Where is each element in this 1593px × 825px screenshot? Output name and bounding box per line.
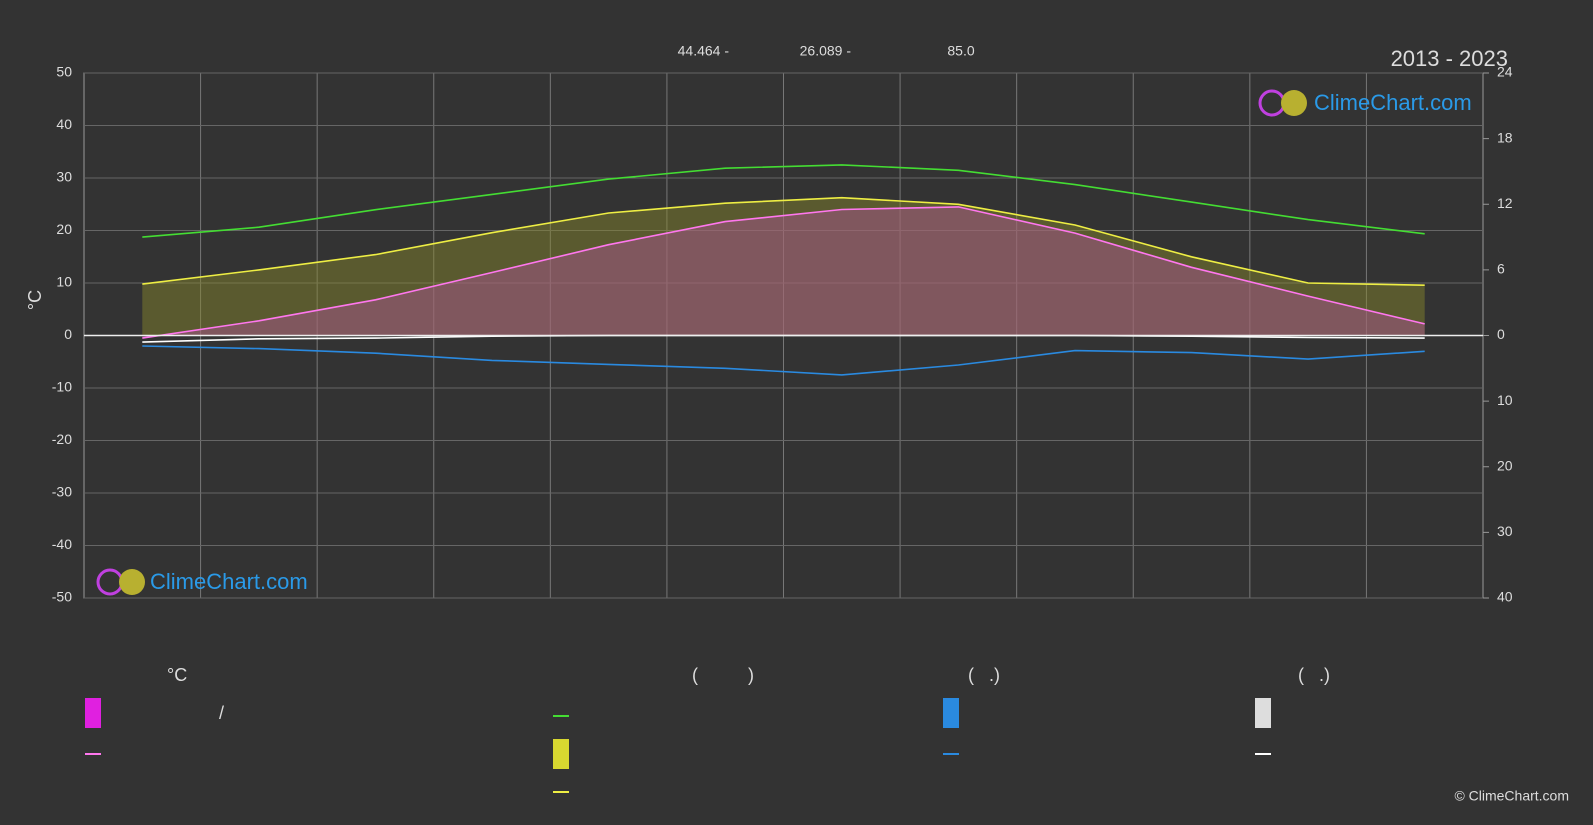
series-line xyxy=(142,206,1425,339)
y3-tick-label: 40 xyxy=(1497,589,1513,605)
y3-tick-label: 20 xyxy=(1497,457,1513,473)
y2-tick-label: 18 xyxy=(1497,129,1513,145)
series-line xyxy=(142,164,1425,238)
annotation: 26.089 - xyxy=(800,43,852,59)
legend-swatch xyxy=(943,698,959,728)
series-line xyxy=(142,196,1425,286)
y2-tick-label: 6 xyxy=(1497,261,1505,277)
y-axis-label: °C xyxy=(25,290,45,310)
y2-tick-label: 0 xyxy=(1497,326,1505,342)
y-tick-label: -50 xyxy=(52,589,72,605)
legend-heading: ( .) xyxy=(968,665,1000,685)
logo-sun xyxy=(1281,90,1307,116)
y3-tick-label: 30 xyxy=(1497,523,1513,539)
series-line xyxy=(142,345,1425,376)
legend-swatch xyxy=(553,739,569,769)
y-tick-label: 40 xyxy=(56,116,72,132)
legend-heading: ( ) xyxy=(692,665,754,685)
y-tick-label: 20 xyxy=(56,221,72,237)
legend-swatch xyxy=(85,698,101,728)
y-tick-label: 10 xyxy=(56,274,72,290)
legend-heading: °C xyxy=(167,665,187,685)
y-tick-label: -20 xyxy=(52,431,72,447)
y-tick-label: 0 xyxy=(64,326,72,342)
y-tick-label: -40 xyxy=(52,536,72,552)
legend-swatch xyxy=(1255,698,1271,728)
annotation: 44.464 - xyxy=(678,43,730,59)
annotation: 85.0 xyxy=(947,43,974,59)
legend-heading: ( .) xyxy=(1298,665,1330,685)
watermark: ClimeChart.com xyxy=(1314,90,1472,115)
y-tick-label: -10 xyxy=(52,379,72,395)
y-tick-label: 50 xyxy=(56,64,72,80)
y2-tick-label: 24 xyxy=(1497,64,1513,80)
legend: °C ( ) ( .) ( .) / xyxy=(85,665,1330,793)
logo-sun xyxy=(119,569,145,595)
chart-title: 2013 - 2023 xyxy=(1391,46,1508,71)
y-tick-label: -30 xyxy=(52,484,72,500)
y2-tick-label: 12 xyxy=(1497,195,1513,211)
series-area xyxy=(142,197,1425,336)
copyright: © ClimeChart.com xyxy=(1454,788,1569,804)
logo: ClimeChart.com ClimeChart.com xyxy=(96,89,1472,596)
watermark: ClimeChart.com xyxy=(150,569,308,594)
series-area xyxy=(142,206,1425,339)
y-tick-label: 30 xyxy=(56,169,72,185)
y3-tick-label: 10 xyxy=(1497,392,1513,408)
legend-note: / xyxy=(219,703,224,723)
